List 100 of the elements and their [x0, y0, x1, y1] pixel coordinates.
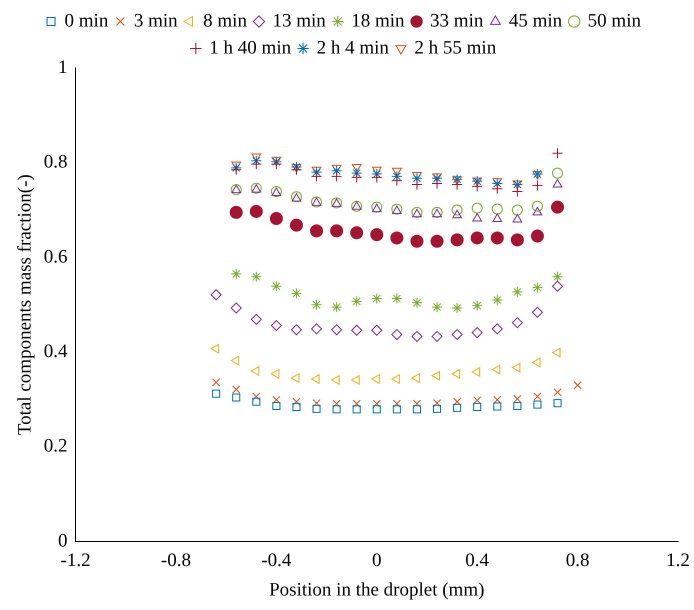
- point: [371, 168, 382, 180]
- point: [230, 268, 242, 280]
- point: [270, 368, 280, 379]
- x-tick-label: -0.8: [160, 550, 191, 571]
- point: [453, 398, 462, 406]
- point: [290, 161, 302, 172]
- point: [512, 186, 523, 198]
- point: [311, 170, 322, 182]
- point: [250, 314, 262, 325]
- point: [552, 280, 564, 292]
- point: [432, 404, 442, 413]
- x-tick-label: -0.4: [261, 550, 292, 571]
- point: [371, 374, 380, 384]
- point: [472, 367, 480, 377]
- point: [512, 286, 523, 298]
- point: [331, 375, 340, 385]
- legend-label: 3 min: [134, 10, 178, 32]
- point: [452, 368, 460, 379]
- point: [412, 172, 422, 180]
- point: [391, 170, 402, 182]
- point: [292, 164, 302, 172]
- point: [330, 224, 344, 238]
- point: [312, 404, 321, 413]
- point: [351, 172, 362, 183]
- point: [270, 158, 282, 170]
- point: [332, 164, 342, 174]
- point: [472, 213, 482, 222]
- point: [551, 200, 564, 214]
- point: [472, 202, 483, 214]
- y-tick-label: 0.2: [44, 436, 68, 457]
- point: [290, 218, 303, 232]
- point: [412, 400, 421, 408]
- point: [492, 183, 503, 194]
- x-tick-label: 0.4: [465, 550, 490, 571]
- point: [231, 162, 242, 170]
- legend-label: 50 min: [588, 10, 642, 32]
- point: [230, 302, 242, 314]
- y-tick-label: 0.6: [44, 246, 68, 268]
- y-axis-title: Total components mass fraction(-): [14, 174, 36, 436]
- point: [532, 171, 542, 180]
- point: [331, 170, 342, 182]
- legend-label: 1 h 40 min: [209, 37, 292, 58]
- x-axis-title: Position in the droplet (mm): [269, 580, 484, 601]
- point: [290, 373, 300, 383]
- point: [272, 396, 280, 404]
- point: [312, 166, 322, 176]
- point: [250, 204, 263, 218]
- point: [392, 405, 401, 414]
- point: [292, 402, 300, 411]
- point: [252, 398, 260, 406]
- point: [250, 271, 262, 282]
- point: [230, 206, 243, 219]
- x-tick-label: 0: [372, 550, 382, 571]
- point: [352, 400, 361, 408]
- point: [452, 176, 462, 185]
- point: [292, 398, 300, 406]
- point: [470, 231, 484, 244]
- point: [532, 282, 543, 294]
- point: [250, 366, 260, 376]
- point: [552, 348, 561, 358]
- point: [250, 158, 262, 170]
- legend-label: 0 min: [64, 10, 109, 32]
- point: [472, 180, 483, 192]
- point: [371, 172, 382, 183]
- point: [391, 374, 400, 384]
- point: [210, 344, 220, 354]
- point: [512, 362, 520, 372]
- point: [290, 288, 302, 299]
- point: [574, 381, 582, 390]
- point: [331, 302, 342, 313]
- point: [331, 165, 342, 176]
- point: [270, 212, 283, 226]
- point: [391, 175, 402, 186]
- point: [492, 204, 503, 215]
- point: [390, 231, 404, 244]
- point: [371, 324, 382, 336]
- point: [352, 164, 362, 172]
- point: [453, 404, 462, 412]
- point: [311, 374, 320, 384]
- point: [532, 168, 543, 180]
- x-tick-label: -1.2: [60, 550, 91, 571]
- point: [250, 155, 262, 166]
- point: [312, 399, 321, 408]
- point: [512, 204, 523, 216]
- point: [311, 323, 322, 334]
- point: [553, 399, 562, 408]
- y-tick-label: 0.4: [44, 341, 68, 362]
- point: [452, 174, 463, 185]
- point: [252, 392, 260, 401]
- point: [430, 234, 444, 248]
- point: [311, 299, 322, 310]
- point: [351, 296, 362, 307]
- point: [410, 234, 424, 248]
- point: [492, 364, 500, 374]
- y-tick-label: 1: [58, 56, 68, 78]
- point: [332, 400, 341, 408]
- point: [472, 327, 483, 338]
- point: [513, 402, 522, 410]
- point: [452, 204, 463, 216]
- point: [432, 302, 443, 313]
